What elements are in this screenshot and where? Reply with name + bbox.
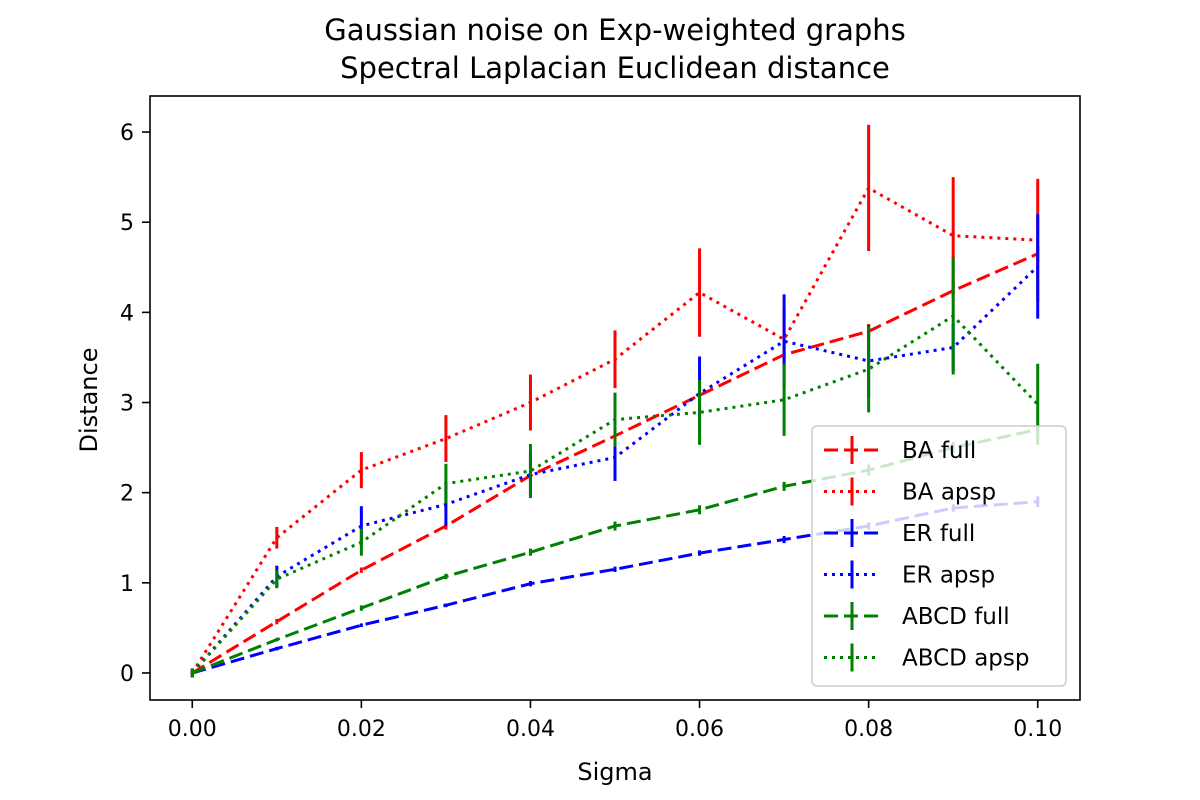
legend: BA full BA apsp ER full ER apsp ABCD full ABC…	[811, 425, 1067, 687]
axes: 0.00 0.02 0.04 0.06 0.08 0.10 0 1 2 3 4 5 6	[120, 121, 1062, 742]
y-tick-label: 3	[120, 392, 134, 417]
chart-subtitle: Spectral Laplacian Euclidean distance	[340, 51, 890, 85]
y-tick-label: 2	[120, 482, 134, 507]
y-tick-label: 1	[120, 572, 134, 597]
y-tick-label: 4	[120, 301, 134, 326]
plot-content	[190, 124, 1040, 678]
legend-item-er-full: ER full	[824, 519, 975, 547]
legend-box	[811, 425, 1067, 687]
series-abcd-apsp	[190, 257, 1040, 678]
x-tick-label: 0.08	[844, 717, 893, 742]
legend-item-ba-full: BA full	[824, 436, 976, 464]
chart-title: Gaussian noise on Exp-weighted graphs	[324, 13, 906, 47]
legend-item-er-apsp: ER apsp	[824, 560, 995, 589]
legend-label-ba-full: BA full	[902, 438, 976, 464]
x-axis-label: Sigma	[577, 758, 652, 786]
y-axis-label: Distance	[75, 348, 103, 453]
legend-label-er-apsp: ER apsp	[902, 563, 995, 589]
legend-label-abcd-full: ABCD full	[902, 604, 1010, 630]
y-tick-label: 6	[120, 121, 134, 146]
y-tick-label: 0	[120, 662, 134, 687]
legend-label-er-full: ER full	[902, 521, 975, 547]
x-tick-label: 0.04	[506, 717, 555, 742]
plot-frame	[149, 95, 1081, 701]
x-tick-label: 0.00	[168, 717, 217, 742]
legend-item-abcd-full: ABCD full	[824, 602, 1010, 630]
y-tick-label: 5	[120, 211, 134, 236]
x-tick-label: 0.06	[675, 717, 724, 742]
legend-label-ba-apsp: BA apsp	[902, 480, 996, 506]
legend-item-ba-apsp: BA apsp	[824, 477, 996, 506]
x-tick-label: 0.02	[337, 717, 386, 742]
legend-item-abcd-apsp: ABCD apsp	[824, 643, 1029, 672]
legend-label-abcd-apsp: ABCD apsp	[902, 646, 1029, 672]
x-tick-label: 0.10	[1013, 717, 1062, 742]
